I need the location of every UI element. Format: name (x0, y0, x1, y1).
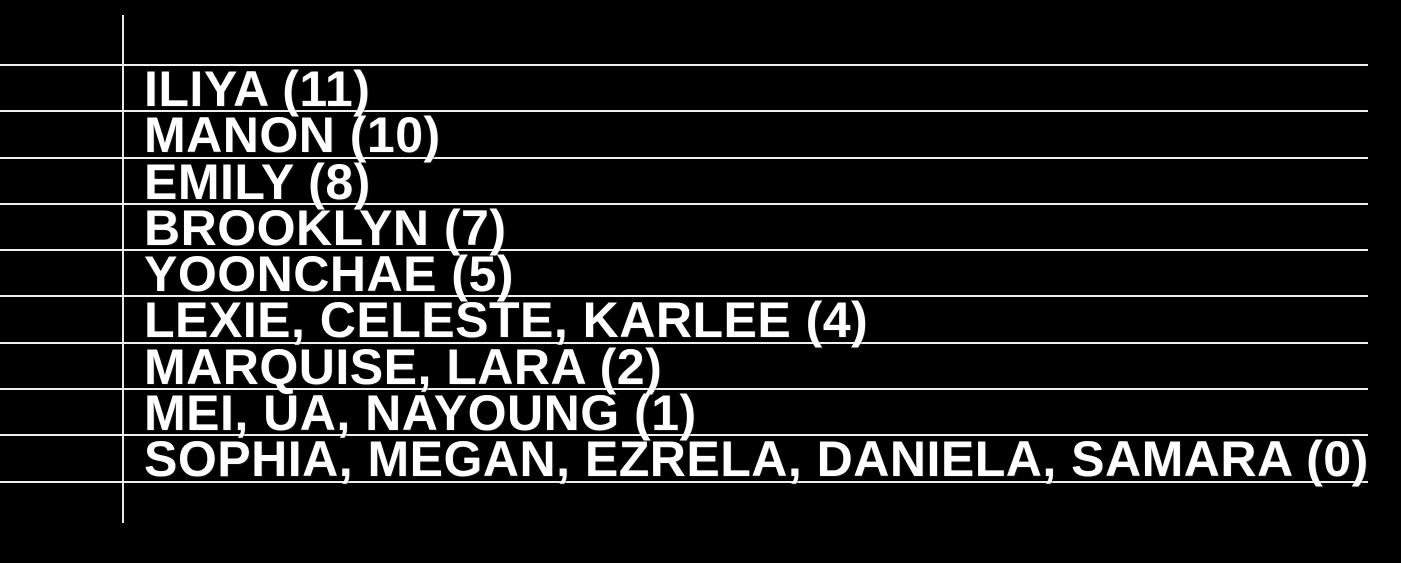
row-label: BROOKLYN (7) (144, 199, 507, 256)
row-label: SOPHIA, MEGAN, EZRELA, DANIELA, SAMARA (… (144, 431, 1369, 488)
row-label: MANON (10) (144, 107, 441, 164)
row-label: LEXIE, CELESTE, KARLEE (4) (144, 292, 869, 349)
leaderboard-row: YOONCHAE (5) (0, 246, 1368, 303)
leaderboard-row: LEXIE, CELESTE, KARLEE (4) (0, 292, 1368, 349)
row-label: MARQUISE, LARA (2) (144, 338, 663, 395)
row-label: MEI, UA, NAYOUNG (1) (144, 385, 697, 442)
leaderboard-row: BROOKLYN (7) (0, 199, 1368, 256)
leaderboard-row: SOPHIA, MEGAN, EZRELA, DANIELA, SAMARA (… (0, 431, 1369, 488)
row-label: EMILY (8) (144, 153, 371, 210)
leaderboard-row: EMILY (8) (0, 153, 1368, 210)
row-label: ILIYA (11) (144, 61, 371, 117)
leaderboard-row: ILIYA (11) (0, 61, 1368, 117)
row-label: YOONCHAE (5) (144, 246, 514, 303)
leaderboard-row: MARQUISE, LARA (2) (0, 338, 1368, 395)
leaderboard-rows: ILIYA (11) MANON (10) EMILY (8) BROOKLYN (7… (0, 61, 1369, 488)
column-divider-line (122, 15, 124, 523)
leaderboard-row: MEI, UA, NAYOUNG (1) (0, 385, 1368, 442)
leaderboard-row: MANON (10) (0, 107, 1368, 164)
